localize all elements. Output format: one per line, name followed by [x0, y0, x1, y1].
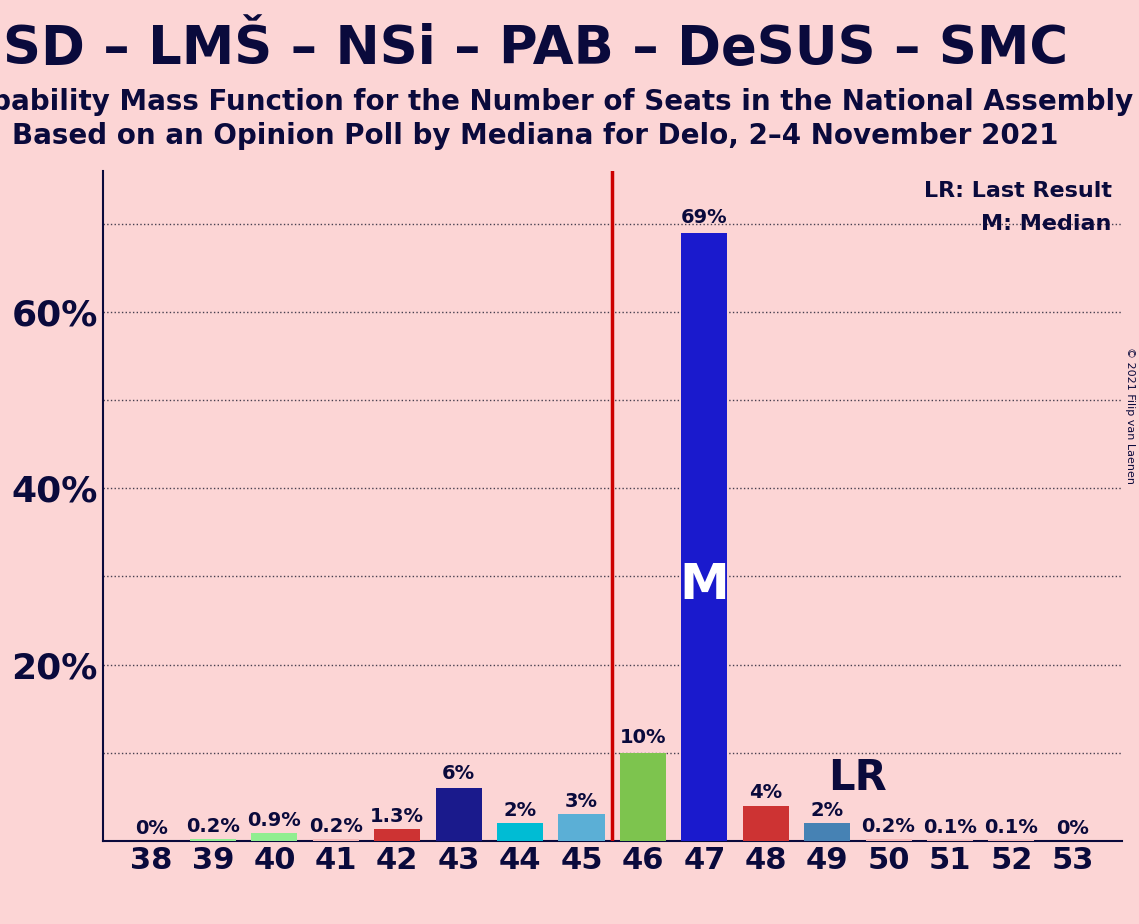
Text: Based on an Opinion Poll by Mediana for Delo, 2–4 November 2021: Based on an Opinion Poll by Mediana for … — [13, 122, 1058, 150]
Text: 4%: 4% — [749, 783, 782, 802]
Text: 69%: 69% — [681, 208, 728, 227]
Bar — [558, 814, 605, 841]
Bar — [375, 830, 420, 841]
Text: 10%: 10% — [620, 728, 666, 748]
Text: Probability Mass Function for the Number of Seats in the National Assembly: Probability Mass Function for the Number… — [0, 88, 1133, 116]
Bar — [681, 233, 728, 841]
Bar — [435, 788, 482, 841]
Text: M: M — [680, 562, 729, 610]
Bar — [804, 823, 850, 841]
Bar — [866, 839, 911, 841]
Text: SD – LMŠ – NSi – PAB – DeSUS – SMC: SD – LMŠ – NSi – PAB – DeSUS – SMC — [2, 23, 1068, 75]
Text: LR: LR — [828, 757, 887, 799]
Text: 6%: 6% — [442, 763, 475, 783]
Text: 2%: 2% — [503, 801, 536, 820]
Text: 0.9%: 0.9% — [247, 811, 302, 831]
Text: 0.2%: 0.2% — [309, 818, 363, 836]
Text: M: Median: M: Median — [982, 214, 1112, 235]
Text: LR: Last Result: LR: Last Result — [924, 181, 1112, 201]
Text: © 2021 Filip van Laenen: © 2021 Filip van Laenen — [1125, 347, 1134, 484]
Text: 2%: 2% — [811, 801, 844, 820]
Bar — [313, 839, 359, 841]
Text: 0.1%: 0.1% — [984, 819, 1039, 837]
Text: 0%: 0% — [1056, 820, 1089, 838]
Text: 0%: 0% — [136, 820, 169, 838]
Text: 0.2%: 0.2% — [861, 818, 916, 836]
Bar — [620, 753, 666, 841]
Text: 0.2%: 0.2% — [186, 818, 240, 836]
Bar — [252, 833, 297, 841]
Bar — [497, 823, 543, 841]
Text: 0.1%: 0.1% — [923, 819, 977, 837]
Text: 3%: 3% — [565, 792, 598, 811]
Text: 1.3%: 1.3% — [370, 807, 425, 826]
Bar — [743, 806, 789, 841]
Bar — [190, 839, 236, 841]
